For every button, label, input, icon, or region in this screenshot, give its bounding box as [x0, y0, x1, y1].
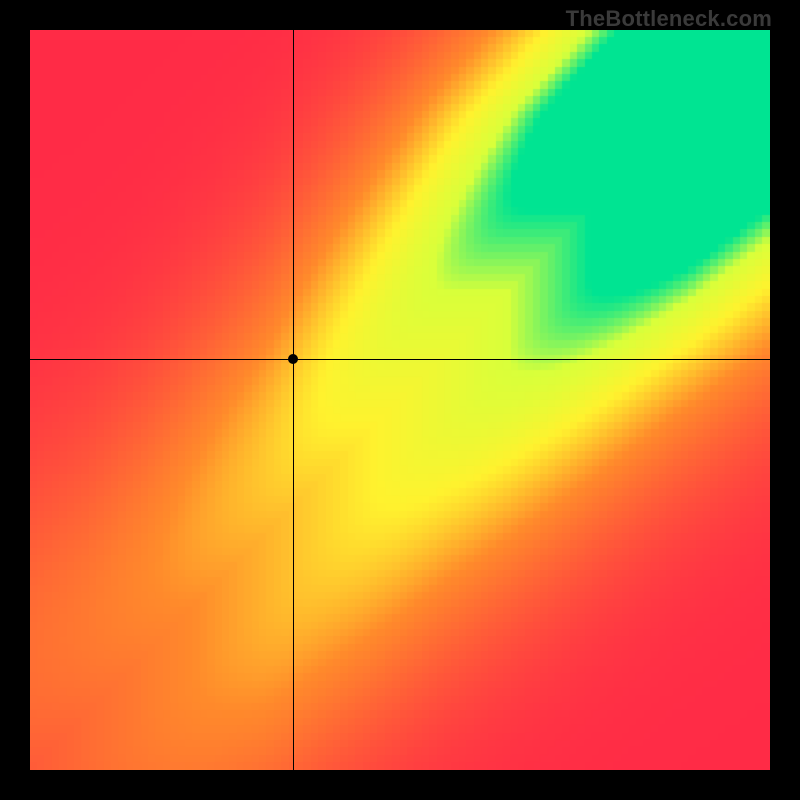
bottleneck-heatmap — [30, 30, 770, 770]
frame: TheBottleneck.com — [0, 0, 800, 800]
crosshair-horizontal — [30, 359, 770, 360]
selected-point-marker — [288, 354, 298, 364]
crosshair-vertical — [293, 30, 294, 770]
watermark-text: TheBottleneck.com — [566, 6, 772, 32]
